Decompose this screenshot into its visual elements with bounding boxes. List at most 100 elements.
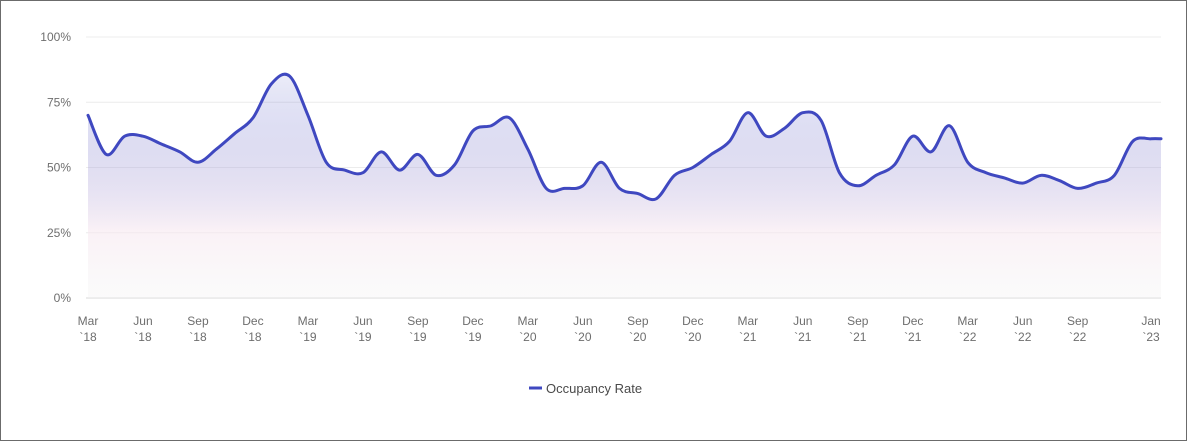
- data-point[interactable]: [105, 153, 107, 155]
- data-point[interactable]: [1150, 138, 1152, 140]
- data-point[interactable]: [472, 130, 474, 132]
- data-point[interactable]: [325, 161, 327, 163]
- legend[interactable]: Occupancy Rate: [529, 381, 642, 396]
- data-point[interactable]: [838, 172, 840, 174]
- x-tick-year: `18: [189, 330, 207, 344]
- data-point[interactable]: [343, 169, 345, 171]
- x-tick-month: Dec: [242, 314, 263, 328]
- x-tick-month: Jun: [133, 314, 152, 328]
- x-tick: Jun `18: [133, 314, 152, 344]
- y-tick-label: 50%: [47, 161, 71, 175]
- data-point[interactable]: [362, 172, 364, 174]
- x-tick-month: Mar: [518, 314, 539, 328]
- data-point[interactable]: [270, 83, 272, 85]
- data-point[interactable]: [728, 140, 730, 142]
- data-point[interactable]: [1058, 179, 1060, 181]
- x-tick-month: Sep: [407, 314, 429, 328]
- data-point[interactable]: [893, 164, 895, 166]
- x-tick-month: Sep: [627, 314, 649, 328]
- data-point[interactable]: [307, 114, 309, 116]
- data-point[interactable]: [655, 198, 657, 200]
- data-point[interactable]: [1003, 177, 1005, 179]
- data-point[interactable]: [142, 135, 144, 137]
- x-tick: Mar `20: [518, 314, 539, 344]
- data-point[interactable]: [967, 161, 969, 163]
- x-tick-month: Jun: [1013, 314, 1032, 328]
- data-point[interactable]: [417, 153, 419, 155]
- x-tick-month: Sep: [187, 314, 209, 328]
- data-point[interactable]: [178, 151, 180, 153]
- series-area: [88, 74, 1161, 298]
- data-point[interactable]: [233, 132, 235, 134]
- data-point[interactable]: [783, 127, 785, 129]
- data-point[interactable]: [508, 117, 510, 119]
- data-point[interactable]: [490, 125, 492, 127]
- data-point[interactable]: [820, 119, 822, 121]
- data-point[interactable]: [1131, 140, 1133, 142]
- data-point[interactable]: [398, 169, 400, 171]
- x-tick-month: Mar: [957, 314, 978, 328]
- x-tick: Jun `19: [353, 314, 372, 344]
- legend-label[interactable]: Occupancy Rate: [546, 381, 642, 396]
- data-point[interactable]: [563, 187, 565, 189]
- data-point[interactable]: [637, 192, 639, 194]
- data-point[interactable]: [600, 161, 602, 163]
- data-point[interactable]: [123, 135, 125, 137]
- y-tick-label: 75%: [47, 95, 71, 109]
- data-point[interactable]: [692, 166, 694, 168]
- series-layer: [86, 72, 1163, 298]
- x-tick: Jun `21: [793, 314, 812, 344]
- data-point[interactable]: [288, 75, 290, 77]
- data-point[interactable]: [765, 135, 767, 137]
- data-point[interactable]: [252, 117, 254, 119]
- data-point[interactable]: [948, 125, 950, 127]
- data-point[interactable]: [527, 148, 529, 150]
- data-point[interactable]: [985, 172, 987, 174]
- x-tick-month: Dec: [682, 314, 703, 328]
- x-tick-month: Sep: [847, 314, 869, 328]
- data-point[interactable]: [1076, 187, 1078, 189]
- data-point[interactable]: [710, 153, 712, 155]
- x-tick-month: Mar: [298, 314, 319, 328]
- data-point[interactable]: [545, 187, 547, 189]
- data-point[interactable]: [435, 174, 437, 176]
- data-point[interactable]: [160, 143, 162, 145]
- data-point[interactable]: [197, 161, 199, 163]
- x-tick-year: `21: [739, 330, 757, 344]
- x-tick-year: `21: [904, 330, 922, 344]
- data-point[interactable]: [1022, 182, 1024, 184]
- data-point[interactable]: [582, 185, 584, 187]
- data-point[interactable]: [1160, 138, 1162, 140]
- data-point[interactable]: [912, 135, 914, 137]
- x-tick: Dec `18: [242, 314, 263, 344]
- x-tick: Jan `23: [1141, 314, 1160, 344]
- data-point[interactable]: [875, 174, 877, 176]
- x-tick-month: Jun: [573, 314, 592, 328]
- data-point[interactable]: [618, 187, 620, 189]
- data-point[interactable]: [673, 174, 675, 176]
- data-point[interactable]: [453, 164, 455, 166]
- data-point[interactable]: [380, 151, 382, 153]
- data-point[interactable]: [1113, 174, 1115, 176]
- x-tick: Dec `20: [682, 314, 703, 344]
- data-point[interactable]: [215, 148, 217, 150]
- x-tick-month: Jun: [793, 314, 812, 328]
- x-tick: Dec `19: [462, 314, 483, 344]
- x-tick-month: Dec: [462, 314, 483, 328]
- series-line[interactable]: [86, 72, 1163, 202]
- x-tick-year: `20: [629, 330, 647, 344]
- x-tick: Sep `20: [627, 314, 649, 344]
- x-tick: Sep `18: [187, 314, 209, 344]
- x-tick-month: Jan: [1141, 314, 1160, 328]
- data-point[interactable]: [87, 114, 89, 116]
- data-point[interactable]: [1040, 174, 1042, 176]
- data-point[interactable]: [857, 185, 859, 187]
- y-tick-label: 0%: [54, 291, 72, 305]
- data-point[interactable]: [930, 151, 932, 153]
- x-tick: Sep `21: [847, 314, 869, 344]
- data-point[interactable]: [1095, 182, 1097, 184]
- x-tick-year: `23: [1142, 330, 1160, 344]
- data-point[interactable]: [747, 111, 749, 113]
- data-point[interactable]: [802, 111, 804, 113]
